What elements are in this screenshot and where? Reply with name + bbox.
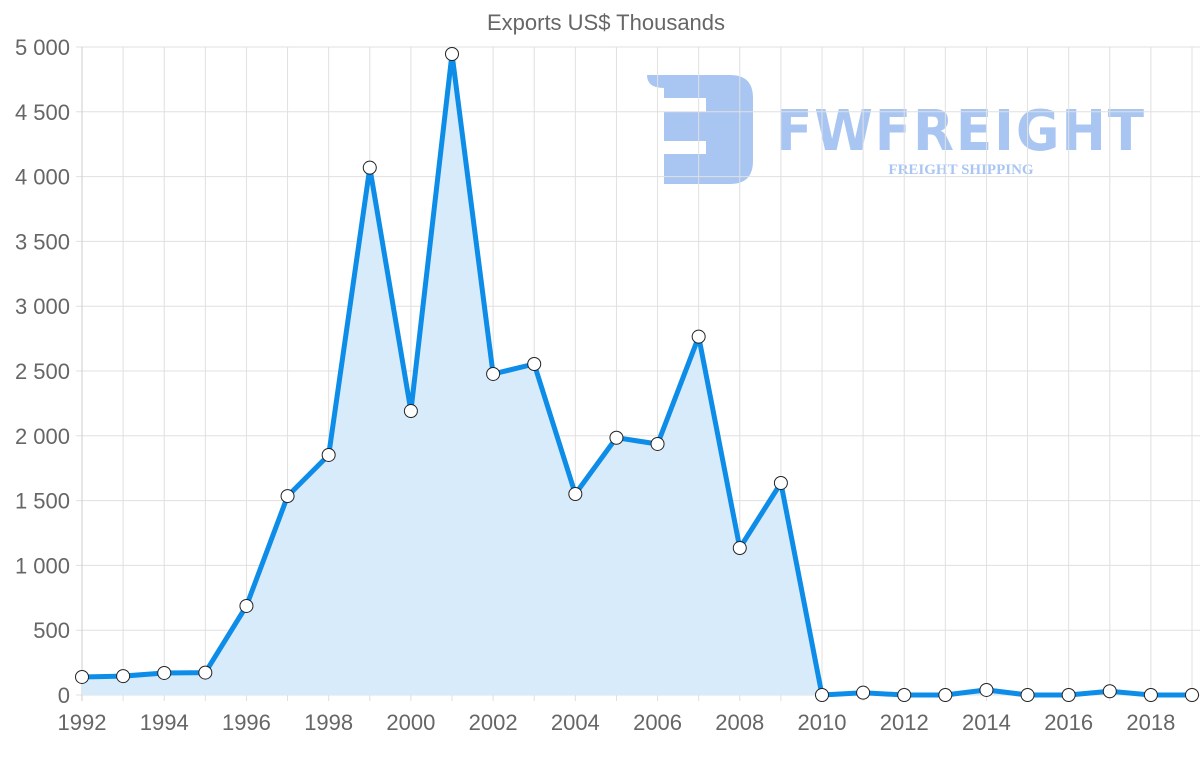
data-point[interactable] xyxy=(321,447,336,462)
logo-tagline-text: FREIGHT SHIPPING xyxy=(888,162,1033,178)
data-point[interactable] xyxy=(568,486,583,501)
data-point[interactable] xyxy=(486,366,501,381)
data-point[interactable] xyxy=(75,669,89,684)
x-tick-label: 2006 xyxy=(633,710,682,735)
x-tick-label: 2010 xyxy=(798,710,847,735)
x-tick-label: 1994 xyxy=(140,710,189,735)
x-tick-label: 2016 xyxy=(1044,710,1093,735)
x-tick-label: 2000 xyxy=(386,710,435,735)
y-tick-label: 2 500 xyxy=(15,359,70,384)
data-point[interactable] xyxy=(732,541,747,556)
data-line xyxy=(81,51,1192,698)
x-tick-label: 2014 xyxy=(962,710,1011,735)
y-tick-label: 2 000 xyxy=(15,424,70,449)
y-tick-label: 1 000 xyxy=(15,553,70,578)
x-tick-label: 2004 xyxy=(551,710,600,735)
data-point[interactable] xyxy=(897,688,912,702)
data-point[interactable] xyxy=(691,329,706,344)
data-point[interactable] xyxy=(527,357,542,372)
y-tick-label: 4 500 xyxy=(15,100,70,125)
x-tick-label: 2008 xyxy=(715,710,764,735)
data-point[interactable] xyxy=(1102,684,1117,699)
y-tick-label: 3 500 xyxy=(15,229,70,254)
data-point[interactable] xyxy=(650,436,665,451)
data-point[interactable] xyxy=(979,682,994,697)
data-point[interactable] xyxy=(609,430,624,445)
chart-title: Exports US$ Thousands xyxy=(487,10,725,35)
y-tick-label: 5 000 xyxy=(15,35,70,60)
x-tick-label: 1992 xyxy=(58,710,107,735)
y-tick-label: 500 xyxy=(33,618,70,643)
data-point[interactable] xyxy=(1020,688,1035,702)
y-tick-label: 4 000 xyxy=(15,165,70,190)
x-tick-label: 1998 xyxy=(304,710,353,735)
data-points xyxy=(75,46,1199,702)
y-tick-label: 3 000 xyxy=(15,294,70,319)
x-tick-label: 2002 xyxy=(469,710,518,735)
data-point[interactable] xyxy=(1185,688,1199,702)
data-point[interactable] xyxy=(239,598,254,613)
x-tick-label: 2012 xyxy=(880,710,929,735)
y-axis-ticks: 0 500 1 000 1 500 2 000 2 500 3 000 3 500 4 000 4… xyxy=(15,35,70,708)
data-point[interactable] xyxy=(856,685,871,700)
data-point[interactable] xyxy=(1143,688,1158,702)
logo-mark-icon xyxy=(647,75,753,184)
data-point[interactable] xyxy=(815,688,829,702)
x-axis-ticks: 1992 1994 1996 1998 2000 2002 2004 2006 2008 2010… xyxy=(58,710,1176,735)
data-point[interactable] xyxy=(116,669,131,684)
data-point[interactable] xyxy=(1061,688,1076,702)
data-point[interactable] xyxy=(198,665,213,680)
y-tick-label: 1 500 xyxy=(15,489,70,514)
x-tick-label: 1996 xyxy=(222,710,271,735)
data-point[interactable] xyxy=(773,475,788,490)
data-point[interactable] xyxy=(362,160,377,175)
y-tick-label: 0 xyxy=(58,683,70,708)
x-tick-label: 2018 xyxy=(1126,710,1175,735)
watermark-logo: FWFREIGHT FREIGHT SHIPPING xyxy=(647,75,1146,184)
data-point[interactable] xyxy=(403,404,418,419)
data-point[interactable] xyxy=(280,489,295,504)
data-point[interactable] xyxy=(445,46,459,61)
area-fill xyxy=(82,54,1192,695)
data-point[interactable] xyxy=(938,688,953,702)
logo-brand-text: FWFREIGHT xyxy=(776,99,1146,164)
data-point[interactable] xyxy=(157,665,172,680)
